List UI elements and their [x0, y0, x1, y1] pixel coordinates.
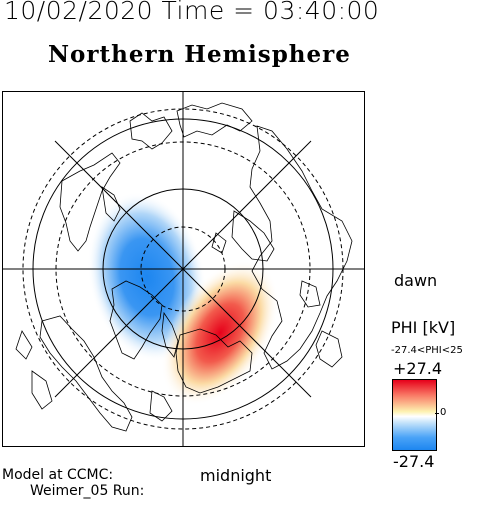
- colorbar-zero-label: 0: [440, 407, 447, 418]
- polar-map-svg: [2, 91, 365, 447]
- colorbar-title: PHI [kV]: [391, 318, 456, 337]
- colorbar-range: -27.4<PHI<25: [391, 345, 463, 356]
- colorbar-min-label: -27.4: [393, 452, 435, 471]
- hemisphere-title: Northern Hemisphere: [48, 41, 351, 68]
- colorbar-zero-tick: [435, 413, 439, 414]
- colorbar: [392, 379, 437, 451]
- model-credit: Model at CCMC:: [2, 467, 114, 483]
- dawn-label: dawn: [394, 271, 438, 290]
- midnight-label: midnight: [200, 466, 272, 485]
- coastlines: [15, 102, 353, 432]
- run-credit: Weimer_05 Run:: [30, 483, 145, 499]
- positive-convection-cell: [161, 260, 279, 406]
- colorbar-max-label: +27.4: [393, 359, 443, 378]
- meridian-diagonal-2: [54, 140, 312, 398]
- polar-map: [2, 91, 365, 447]
- date-time-title: 10/02/2020 Time = 03:40:00: [4, 0, 380, 25]
